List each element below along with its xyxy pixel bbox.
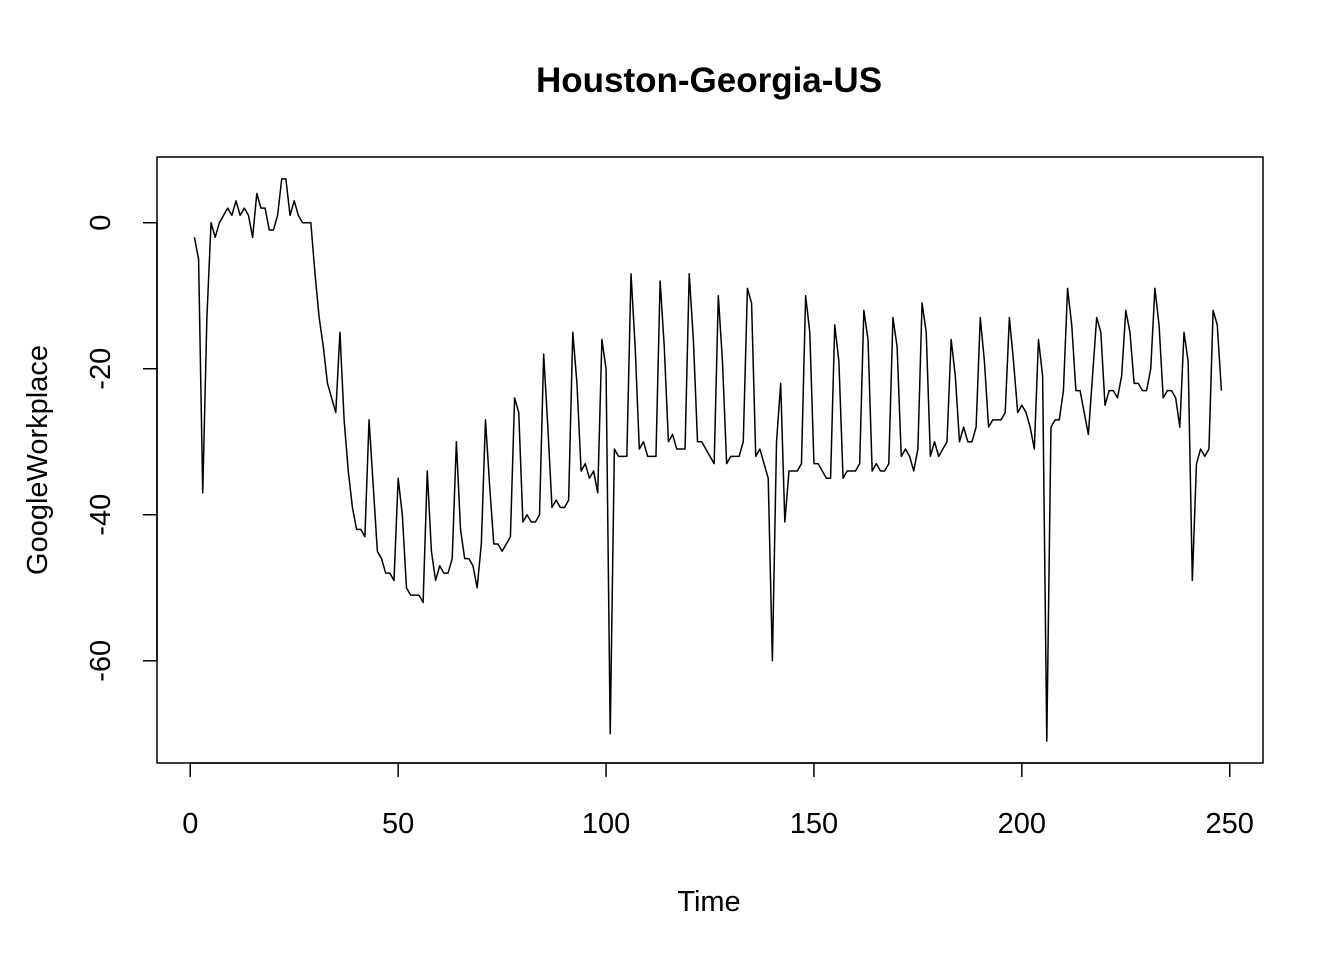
series-line-googleworkplace	[193, 178, 1223, 742]
x-tick-label: 200	[998, 808, 1046, 840]
x-tick-label: 50	[382, 808, 414, 840]
y-tick-label: -60	[85, 640, 117, 682]
x-axis: 0 50 100 150 200 250	[182, 762, 1254, 840]
y-tick-label: 0	[85, 215, 117, 231]
y-tick-label: -40	[85, 494, 117, 536]
y-axis-label: GoogleWorkplace	[22, 345, 54, 575]
plot-frame	[156, 156, 1264, 764]
chart-title: Houston-Georgia-US	[536, 61, 882, 100]
x-tick-label: 100	[582, 808, 630, 840]
y-axis: 0 -20 -40 -60	[85, 215, 158, 682]
x-axis-label: Time	[677, 886, 740, 918]
x-tick-label: 0	[182, 808, 198, 840]
x-tick-label: 150	[790, 808, 838, 840]
y-tick-label: -20	[85, 348, 117, 390]
x-tick-label: 250	[1206, 808, 1254, 840]
